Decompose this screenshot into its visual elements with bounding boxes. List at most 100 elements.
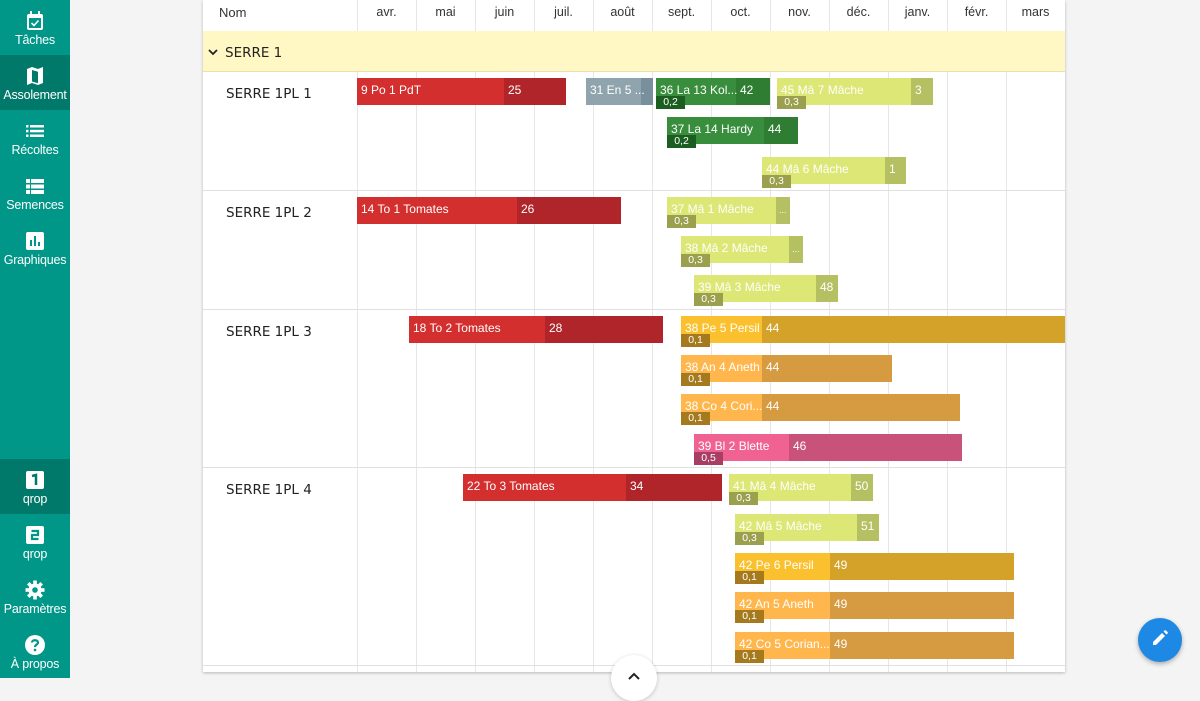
nav-item-taches[interactable]: Tâches — [0, 0, 70, 55]
crop-bar[interactable]: 39 Bl 2 Blette 46 0,5 — [694, 434, 962, 465]
crop-bar[interactable]: 37 La 14 Hardy 44 0,2 — [667, 117, 798, 148]
crop-bar[interactable]: 36 La 13 Kol... 42 0,2 — [656, 78, 770, 109]
nav-label: Récoltes — [11, 143, 59, 157]
table-list-icon — [25, 176, 45, 196]
bed-length-badge: 0,1 — [735, 650, 764, 663]
nav-item-assolement[interactable]: Assolement — [0, 55, 70, 110]
bed-length-badge: 0,5 — [694, 452, 723, 465]
crop-bar[interactable]: 42 Co 5 Corian... 49 0,1 — [735, 632, 1014, 663]
month-header: avr. — [376, 5, 397, 19]
crop-bar[interactable]: 38 Co 4 Cori... 44 0,1 — [681, 394, 960, 425]
crop-bar[interactable]: 38 An 4 Aneth 44 0,1 — [681, 355, 892, 386]
column-header-nom[interactable]: Nom — [219, 5, 247, 20]
bar-chart-icon — [25, 231, 45, 251]
bed-length-badge: 0,3 — [681, 254, 710, 267]
crop-bar[interactable]: 22 To 3 Tomates 34 — [463, 474, 722, 501]
crop-bar[interactable]: 42 Mâ 5 Mâche 51 0,3 — [735, 514, 879, 545]
crop-bar[interactable]: 31 En 5 ... — [586, 78, 653, 105]
plot-label: SERRE 1PL 3 — [226, 324, 312, 340]
bed-length-badge: 0,3 — [694, 293, 723, 306]
crop-bar[interactable]: 14 To 1 Tomates 26 — [357, 197, 621, 224]
chevron-down-icon[interactable] — [208, 45, 218, 59]
harvest-segment — [504, 78, 566, 105]
harvest-week-label: ... — [779, 205, 787, 215]
crop-label: 41 Mâ 4 Mâche — [733, 479, 816, 493]
crop-bar[interactable]: 42 An 5 Aneth 49 0,1 — [735, 592, 1014, 623]
crop-bar[interactable]: 44 Mâ 6 Mâche 1 0,3 — [762, 157, 906, 188]
harvest-segment — [851, 474, 873, 501]
harvest-week-label: 42 — [740, 83, 754, 97]
nav-item-a-propos[interactable]: À propos — [0, 624, 70, 679]
assolement-gantt: Nom avr. mai juin juil. août sept. oct. nov. déc… — [203, 0, 1065, 672]
nav-label: Tâches — [15, 33, 55, 47]
harvest-week-label: 1 — [889, 162, 896, 176]
nav-label: qrop — [22, 492, 48, 506]
bed-length-badge: 0,2 — [656, 96, 685, 109]
scroll-up-button[interactable] — [611, 655, 657, 701]
nav-item-graphiques[interactable]: Graphiques — [0, 220, 70, 275]
crop-bar[interactable]: 45 Mâ 7 Mâche 3 0,3 — [777, 78, 933, 109]
map-icon — [25, 66, 45, 86]
month-header: févr. — [964, 5, 989, 19]
nav-item-qrop-2[interactable]: qrop — [0, 514, 70, 569]
edit-fab-button[interactable] — [1138, 618, 1182, 662]
crop-label: 14 To 1 Tomates — [361, 202, 449, 216]
nav-item-qrop-1[interactable]: qrop — [0, 459, 70, 514]
bed-length-badge: 0,1 — [681, 412, 710, 425]
harvest-week-label: 49 — [834, 558, 848, 572]
plot-label: SERRE 1PL 4 — [226, 482, 312, 498]
sidebar: Tâches Assolement Récoltes Semences Grap… — [0, 0, 70, 678]
nav-item-semences[interactable]: Semences — [0, 165, 70, 220]
bed-length-badge: 0,3 — [735, 532, 764, 545]
help-icon — [25, 635, 45, 655]
growing-segment — [463, 474, 626, 501]
crop-label: 22 To 3 Tomates — [467, 479, 555, 493]
group-row[interactable]: SERRE 1 — [203, 31, 1065, 72]
growing-segment — [586, 78, 641, 105]
crop-label: 37 Mâ 1 Mâche — [671, 202, 754, 216]
plot-row: SERRE 1PL 2 — [203, 191, 1065, 310]
harvest-segment — [776, 197, 790, 224]
month-header: mars — [1021, 5, 1050, 19]
nav-item-recoltes[interactable]: Récoltes — [0, 110, 70, 165]
nav-label: Assolement — [3, 88, 67, 102]
harvest-segment — [830, 592, 1014, 619]
month-header: juin — [494, 5, 515, 19]
bed-length-badge: 0,1 — [735, 571, 764, 584]
list-icon — [25, 121, 45, 141]
bed-length-badge: 0,3 — [729, 492, 758, 505]
harvest-week-label: 26 — [521, 202, 535, 216]
crop-bar[interactable]: 39 Mâ 3 Mâche 48 0,3 — [694, 275, 838, 306]
harvest-week-label: 25 — [508, 83, 522, 97]
crop-label: 9 Po 1 PdT — [361, 83, 422, 97]
crop-bar[interactable]: 42 Pe 6 Persil 49 0,1 — [735, 553, 1014, 584]
bed-length-badge: 0,1 — [735, 610, 764, 623]
bed-length-badge: 0,3 — [777, 96, 806, 109]
harvest-week-label: 51 — [861, 519, 875, 533]
crop-bar[interactable]: 41 Mâ 4 Mâche 50 0,3 — [729, 474, 873, 505]
month-header: juil. — [554, 5, 573, 19]
harvest-segment — [885, 157, 906, 184]
crop-bar[interactable]: 37 Mâ 1 Mâche... 0,3 — [667, 197, 790, 228]
harvest-segment — [762, 355, 892, 382]
nav-label: À propos — [10, 657, 60, 671]
crop-label: 18 To 2 Tomates — [413, 321, 501, 335]
harvest-week-label: 3 — [915, 83, 922, 97]
harvest-week-label: 44 — [768, 122, 782, 136]
grid-line — [357, 0, 358, 672]
crop-bar[interactable]: 38 Mâ 2 Mâche... 0,3 — [681, 236, 803, 267]
month-header: nov. — [788, 5, 811, 19]
nav-item-parametres[interactable]: Paramètres — [0, 569, 70, 624]
crop-bar[interactable]: 18 To 2 Tomates 28 — [409, 316, 663, 343]
month-header: sept. — [667, 5, 696, 19]
gear-icon — [25, 580, 45, 600]
crop-label: 42 Co 5 Corian... — [739, 637, 830, 651]
harvest-week-label: 44 — [766, 399, 780, 413]
crop-bar[interactable]: 38 Pe 5 Persil 44 0,1 — [681, 316, 1065, 347]
crop-label: 37 La 14 Hardy — [671, 122, 754, 136]
crop-bar[interactable]: 9 Po 1 PdT 25 — [357, 78, 566, 105]
table-header: Nom avr. mai juin juil. août sept. oct. nov. déc… — [203, 0, 1065, 32]
calendar-check-icon — [25, 11, 45, 31]
harvest-segment — [517, 197, 621, 224]
crop-label: 38 Co 4 Cori... — [685, 399, 763, 413]
